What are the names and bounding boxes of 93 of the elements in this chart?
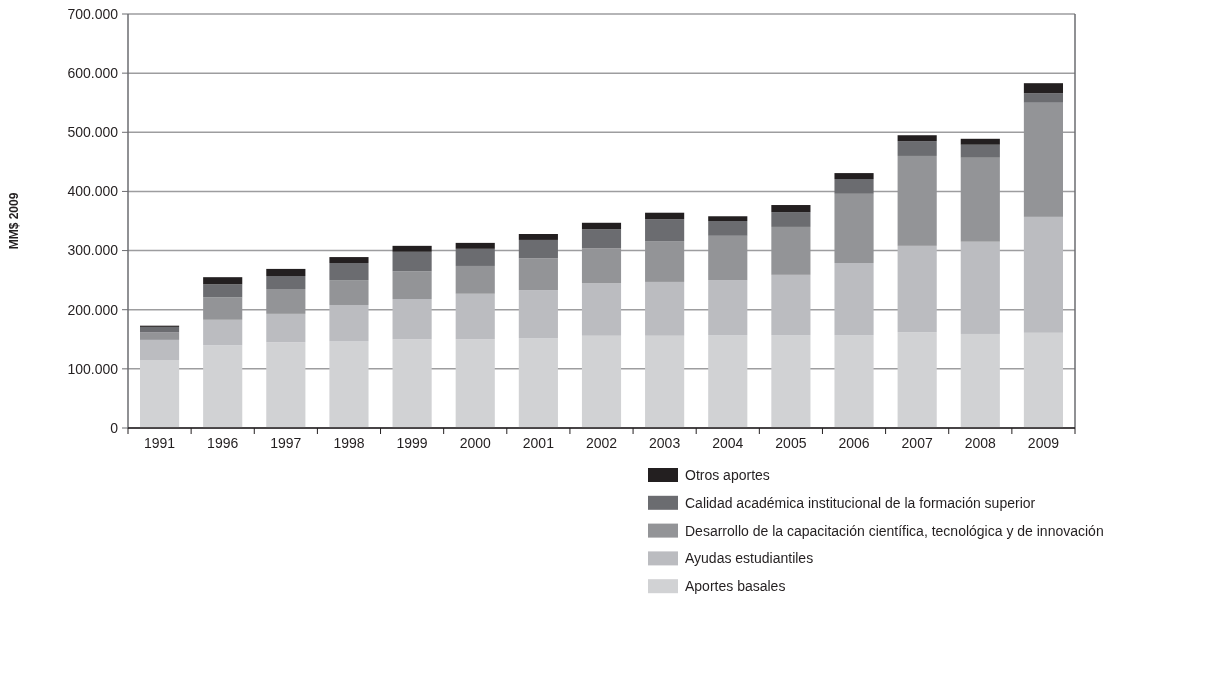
legend-label: Desarrollo de la capacitación científica, tecnológica y de innovación [685,522,1104,539]
x-tick-label: 2005 [775,435,807,451]
bar [266,313,306,343]
x-tick-label: 2001 [522,435,555,451]
bar [455,339,495,428]
bar [266,268,306,276]
y-tick-label: 700.000 [67,5,119,22]
bar [708,216,748,221]
x-tick-label: 2004 [712,435,744,451]
y-axis-title: MM$ 2009 [7,192,21,250]
bar [1023,216,1063,333]
bar [518,239,558,259]
bar [392,271,432,300]
legend-label: Aportes basales [685,578,786,595]
y-tick-label: 200.000 [67,301,119,318]
bar [771,274,811,336]
bar [203,277,243,285]
bar [1023,93,1063,103]
bar [771,212,811,227]
bar [518,234,558,240]
bar [266,342,306,428]
legend-label: Ayudas estudiantiles [685,550,814,567]
bar [645,281,685,336]
x-tick-label: 1996 [207,435,239,451]
y-tick-label: 0 [110,419,119,436]
bar [897,141,937,156]
bar [140,359,180,428]
bar [203,284,243,298]
bar [897,135,937,142]
bar [392,339,432,428]
bar [645,219,685,242]
bar [897,332,937,428]
bar [455,265,495,294]
bar [708,280,748,336]
y-tick-label: 400.000 [67,183,119,200]
bar [392,299,432,340]
bar [329,280,369,305]
x-tick-label: 1999 [396,435,428,451]
y-tick-label: 500.000 [67,124,119,141]
bar [708,221,748,236]
bar [140,332,180,340]
x-tick-label: 2003 [649,435,681,451]
bar [518,290,558,339]
bar [581,335,622,428]
bar [203,319,243,346]
x-tick-label: 2007 [901,435,933,451]
bar [960,241,1000,334]
x-tick-label: 1998 [333,435,365,451]
bar [392,251,432,272]
bar [834,179,874,194]
bar [771,335,811,428]
y-tick-label: 100.000 [67,360,119,377]
y-tick-label: 300.000 [67,242,119,259]
x-tick-label: 1991 [143,435,176,451]
bar [455,242,495,249]
x-tick-label: 2000 [459,435,492,451]
x-tick-label: 2002 [585,435,618,451]
bar [581,222,622,230]
x-tick-label: 2006 [838,435,870,451]
bar [455,293,495,340]
x-tick-label: 1997 [270,435,302,451]
bar [645,212,685,220]
bar [960,333,1000,428]
x-tick-label: 2009 [1027,435,1060,451]
bar [329,341,369,428]
legend-label: Otros aportes [685,466,770,483]
legend-label: Calidad académica institucional de la formación superior [685,494,1036,511]
bar [329,257,369,263]
bar [203,345,243,428]
bar [140,326,180,333]
bar [266,276,306,290]
bar [645,335,685,428]
bar [455,248,495,266]
bar [771,205,811,213]
bar [392,245,432,252]
bar [834,173,874,180]
bar [329,262,369,281]
bar [960,144,1000,158]
bar [708,335,748,428]
bar [518,258,558,291]
x-tick-label: 2008 [964,435,997,451]
bar [581,229,622,249]
bar [897,245,937,333]
bar [518,338,558,428]
bar [140,339,180,360]
y-tick-label: 600.000 [67,65,119,82]
bar [1023,83,1063,94]
bar [834,335,874,428]
bar [834,262,874,336]
bar [1023,332,1063,428]
bar [581,283,622,336]
bar [329,304,369,342]
bar [960,138,1000,145]
